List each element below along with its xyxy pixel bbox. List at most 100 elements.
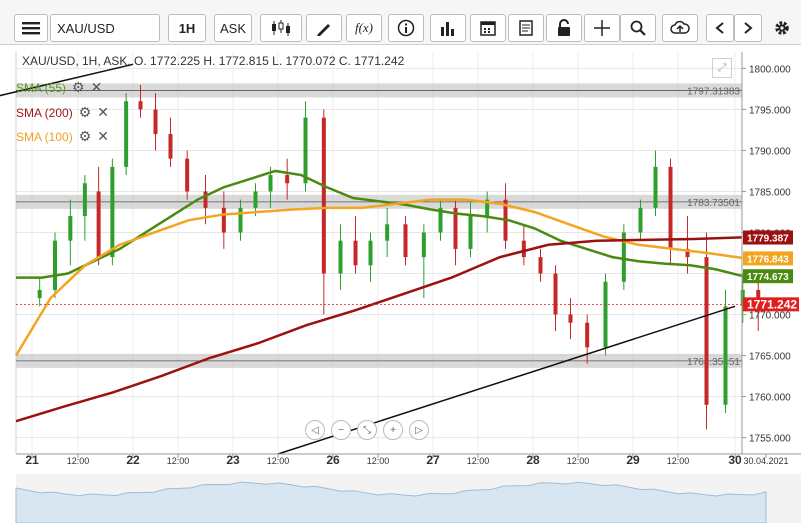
chart-type-button[interactable]: [260, 14, 302, 42]
candle-body: [621, 232, 626, 282]
calendar-icon: [480, 21, 496, 36]
candle-body: [238, 207, 243, 233]
x-tick-label: 27: [426, 453, 440, 467]
candle-body: [285, 175, 290, 184]
level-label: 1764.35451: [687, 357, 740, 368]
level-label: 1797.31383: [687, 86, 740, 97]
trendline: [277, 305, 736, 455]
candle-body: [668, 166, 673, 249]
indicator-label[interactable]: SMA (200): [16, 105, 73, 120]
x-tick-label: 23: [226, 453, 240, 467]
candle-body: [353, 240, 358, 266]
candle-body: [185, 158, 190, 192]
close-icon[interactable]: ✕: [97, 128, 109, 144]
gear-icon[interactable]: ⚙: [72, 79, 85, 95]
x-tick-label: 12:00: [667, 456, 690, 466]
x-tick-label: 28: [526, 453, 540, 467]
settings-button[interactable]: [768, 14, 796, 42]
candle-body: [96, 191, 101, 258]
level-label: 1783.73501: [687, 198, 740, 209]
zoom-button[interactable]: [620, 14, 656, 42]
symbol-label: XAU/USD: [57, 20, 115, 36]
cloud-upload-icon: [670, 20, 690, 34]
candle-body: [653, 166, 658, 208]
volume-button[interactable]: [430, 14, 466, 42]
candles: [37, 84, 761, 430]
price-tag-label: 1771.242: [747, 297, 797, 311]
candle-body: [303, 117, 308, 184]
x-tick-label: 26: [326, 453, 340, 467]
zoom-in-button[interactable]: +: [383, 420, 403, 440]
info-button[interactable]: [388, 14, 424, 42]
ohlc-readout: XAU/USD, 1H, ASK, O. 1772.225 H. 1772.81…: [22, 54, 405, 68]
y-tick-label: 1800.000: [749, 64, 791, 75]
candle-body: [568, 314, 573, 323]
fx-label: f(x): [354, 20, 374, 35]
candle-body: [110, 166, 115, 258]
candle-body: [521, 240, 526, 258]
candles-icon: [272, 20, 290, 36]
candle-body: [321, 117, 326, 274]
bar-chart-icon: [441, 22, 454, 36]
zoom-out-button[interactable]: −: [331, 420, 351, 440]
candle-body: [740, 289, 745, 307]
price-tag: [743, 269, 793, 284]
symbol-selector[interactable]: XAU/USD: [50, 14, 160, 42]
indicator-label[interactable]: SMA (55): [16, 80, 67, 95]
candle-body: [704, 257, 709, 405]
price-tag: [743, 230, 793, 245]
magnifier-icon: [630, 20, 646, 36]
candle-body: [756, 289, 761, 305]
candle-body: [253, 191, 258, 208]
close-icon[interactable]: ✕: [90, 79, 103, 95]
chart-area[interactable]: 1797.31383 1783.73501 1764.35451 1800.000 17…: [0, 44, 801, 523]
news-button[interactable]: [508, 14, 544, 42]
sma-line: [15, 236, 743, 423]
candle-body: [168, 134, 173, 159]
candle-body: [638, 207, 643, 233]
timeframe-selector[interactable]: 1H: [168, 14, 206, 42]
gear-icon: [775, 21, 789, 35]
candle-body: [685, 248, 690, 258]
expand-icon[interactable]: ⤢: [712, 58, 732, 78]
x-tick-label: 12:00: [467, 456, 490, 466]
indicator-sma-100: SMA (100) ⚙ ✕: [16, 128, 109, 145]
y-tick-label: 1785.000: [749, 187, 791, 198]
calendar-button[interactable]: [470, 14, 506, 42]
drawing-tools-button[interactable]: [306, 14, 342, 42]
indicator-label[interactable]: SMA (100): [16, 129, 73, 144]
candle-body: [153, 109, 158, 135]
candle-body: [138, 101, 143, 110]
scroll-forward-button[interactable]: ▷: [409, 420, 429, 440]
x-tick-label: 12:00: [67, 456, 90, 466]
scroll-left-button[interactable]: [706, 14, 734, 42]
cloud-save-button[interactable]: [662, 14, 698, 42]
reset-zoom-button[interactable]: ⤡: [357, 420, 377, 440]
candle-body: [53, 240, 57, 290]
candle-body: [723, 306, 728, 405]
close-icon[interactable]: ✕: [97, 104, 109, 120]
candle-body: [82, 183, 87, 217]
y-tick-label: 1760.000: [749, 393, 791, 404]
price-side-selector[interactable]: ASK: [214, 14, 252, 42]
price-chart[interactable]: 1797.31383 1783.73501 1764.35451 1800.000 17…: [0, 44, 801, 523]
crosshair-button[interactable]: [584, 14, 620, 42]
candle-body: [403, 224, 408, 258]
hamburger-icon: [22, 22, 40, 35]
candle-body: [368, 240, 373, 266]
lock-button[interactable]: [546, 14, 582, 42]
indicators-button[interactable]: f(x): [346, 14, 382, 42]
scroll-right-button[interactable]: [734, 14, 762, 42]
gear-icon[interactable]: ⚙: [78, 128, 92, 144]
candle-body: [268, 175, 273, 192]
menu-button[interactable]: [14, 14, 48, 42]
price-tag-label: 1779.387: [747, 234, 789, 245]
crosshair-icon: [594, 20, 610, 36]
x-tick-label: 22: [126, 453, 140, 467]
candle-body: [585, 322, 590, 348]
lock-icon: [558, 19, 570, 36]
scroll-back-button[interactable]: ◁: [305, 420, 325, 440]
gear-icon[interactable]: ⚙: [78, 104, 92, 120]
x-tick-label: 12:00: [167, 456, 190, 466]
price-side-label: ASK: [219, 20, 246, 36]
